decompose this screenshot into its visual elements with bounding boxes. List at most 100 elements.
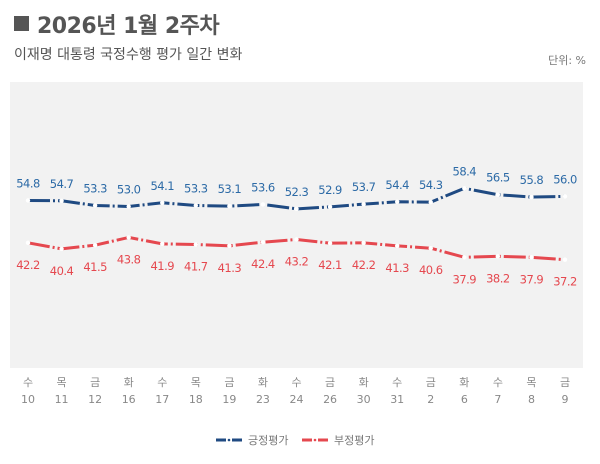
data-point [92,203,98,208]
data-point [495,254,501,259]
data-label: 42.1 [318,258,342,272]
legend-label: 긍정평가 [248,434,288,447]
x-tick-day: 화 [124,376,134,389]
data-label: 55.8 [520,173,544,187]
data-label: 54.1 [150,179,174,193]
data-label: 41.7 [184,260,208,274]
data-label: 37.9 [453,272,477,286]
data-label: 37.2 [553,275,577,289]
data-label: 41.9 [150,259,174,273]
x-tick-date: 26 [323,393,337,406]
data-point [495,192,501,197]
data-point [529,194,534,200]
data-point [227,203,232,209]
x-tick-day: 금 [426,376,436,389]
data-point [227,243,232,249]
x-tick-date: 23 [256,393,270,406]
legend-label: 부정평가 [334,434,374,447]
data-label: 54.4 [385,178,409,192]
data-point [428,199,433,205]
data-point [327,204,333,210]
title-square-icon [14,16,29,31]
data-point [394,243,400,249]
x-tick-day: 수 [291,376,301,389]
data-label: 41.3 [385,261,409,275]
data-label: 58.4 [453,164,477,178]
data-point [126,235,131,240]
data-point [562,257,568,262]
x-tick-date: 31 [390,393,404,406]
data-label: 42.2 [352,258,376,272]
data-point [529,255,534,260]
x-tick-day: 목 [526,376,536,389]
data-label: 53.0 [117,182,141,196]
x-tick-date: 9 [562,393,569,406]
x-tick-day: 금 [90,376,100,389]
data-label: 43.2 [285,254,309,268]
data-point [361,201,366,207]
data-label: 43.8 [117,252,141,266]
data-point [361,240,366,246]
legend-swatch-dot [227,438,231,442]
data-label: 53.3 [83,181,107,195]
data-label: 54.3 [419,178,443,192]
data-label: 54.8 [16,176,40,190]
title-text: 2026년 1월 2주차 [37,14,220,39]
chart-title: 2026년 1월 2주차 [14,8,220,40]
data-label: 52.9 [318,183,342,197]
x-tick-day: 화 [258,376,268,389]
x-tick-date: 10 [21,393,35,406]
x-tick-day: 수 [157,376,167,389]
x-tick-date: 7 [494,393,501,406]
data-point [59,246,64,252]
x-tick-day: 수 [23,376,33,389]
data-point [25,198,31,203]
data-label: 40.6 [419,263,443,277]
x-tick-day: 금 [560,376,570,389]
unit-label: 단위: % [548,54,586,67]
x-tick-day: 목 [191,376,201,389]
data-label: 42.4 [251,257,275,271]
data-label: 42.2 [16,258,40,272]
data-point [562,194,568,199]
x-tick-date: 12 [88,393,102,406]
x-tick-date: 30 [357,393,371,406]
x-tick-date: 24 [290,393,304,406]
data-point [327,240,333,246]
legend-swatch-dot [313,438,317,442]
data-point [394,199,400,204]
x-tick-date: 16 [122,393,136,406]
data-point [59,198,64,203]
data-label: 53.1 [218,182,242,196]
data-point [260,239,266,245]
data-point [462,186,467,191]
data-point [160,241,165,247]
data-point [294,237,299,242]
data-point [428,246,433,251]
data-point [160,200,165,205]
series-line-positive [27,186,566,211]
data-point [25,240,31,246]
x-tick-date: 17 [155,393,169,406]
x-tick-date: 11 [55,393,69,406]
x-tick-date: 18 [189,393,203,406]
chart-subtitle: 이재명 대통령 국정수행 평가 일간 변화 [14,47,243,63]
x-tick-day: 수 [493,376,503,389]
data-point [294,206,299,212]
x-tick-day: 금 [325,376,335,389]
data-label: 56.0 [553,172,577,186]
x-tick-day: 화 [359,376,369,389]
data-label: 40.4 [50,264,74,278]
x-tick-day: 화 [459,376,469,389]
data-label: 53.7 [352,180,376,194]
x-tick-date: 19 [222,393,236,406]
data-label: 56.5 [486,171,510,185]
x-tick-day: 금 [224,376,234,389]
data-label: 53.6 [251,180,275,194]
x-tick-date: 6 [461,393,468,406]
data-point [193,242,199,247]
x-tick-day: 목 [57,376,67,389]
data-label: 41.3 [218,261,242,275]
data-label: 53.3 [184,181,208,195]
